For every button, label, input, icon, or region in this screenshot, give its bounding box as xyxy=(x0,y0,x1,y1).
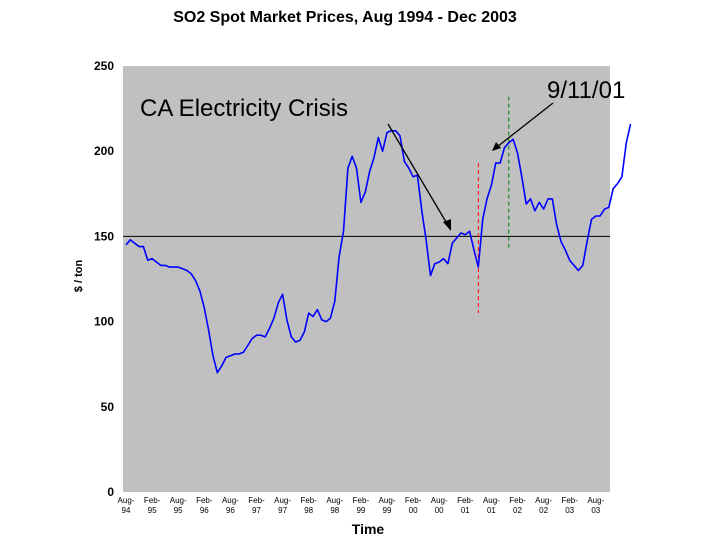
x-tick-label: Aug- xyxy=(587,496,604,505)
x-tick-label: Aug- xyxy=(379,496,396,505)
x-tick-label: 98 xyxy=(330,506,339,515)
plot-area xyxy=(123,66,610,492)
arrowhead-ca-electricity-crisis xyxy=(443,219,451,231)
y-tick-label: 100 xyxy=(94,315,114,329)
x-tick-label: 96 xyxy=(200,506,209,515)
y-tick-label: 0 xyxy=(107,485,114,499)
arrow-ca-electricity-crisis xyxy=(387,123,450,228)
arrowhead-9-11-01 xyxy=(492,142,501,151)
x-tick-label: 03 xyxy=(565,506,574,515)
y-axis-ticks: 0 50 100 150 200 250 xyxy=(94,59,114,499)
x-tick-label: 02 xyxy=(513,506,522,515)
x-tick-label: Aug- xyxy=(274,496,291,505)
x-tick-label: Aug- xyxy=(483,496,500,505)
x-tick-label: 03 xyxy=(591,506,600,515)
y-tick-label: 50 xyxy=(101,400,115,414)
y-tick-label: 150 xyxy=(94,229,114,243)
x-tick-label: Feb- xyxy=(300,496,317,505)
annotation-ca-electricity-crisis: CA Electricity Crisis xyxy=(140,95,348,122)
x-tick-label: Feb- xyxy=(144,496,161,505)
x-tick-label: Aug- xyxy=(170,496,187,505)
x-tick-label: 97 xyxy=(252,506,261,515)
annotation-9-11-01: 9/11/01 xyxy=(547,77,625,104)
y-tick-label: 200 xyxy=(94,144,114,158)
x-tick-label: Aug- xyxy=(222,496,239,505)
x-tick-label: Feb- xyxy=(457,496,474,505)
x-tick-label: Feb- xyxy=(509,496,526,505)
x-tick-label: Aug- xyxy=(118,496,135,505)
x-tick-label: 99 xyxy=(383,506,392,515)
x-tick-label: 94 xyxy=(122,506,131,515)
x-tick-label: 97 xyxy=(278,506,287,515)
x-tick-label: Feb- xyxy=(248,496,265,505)
annotations: CA Electricity Crisis 9/11/01 xyxy=(140,77,625,231)
x-tick-label: 00 xyxy=(435,506,444,515)
event-lines xyxy=(477,96,510,314)
x-tick-label: 01 xyxy=(461,506,470,515)
x-tick-label: Feb- xyxy=(196,496,213,505)
x-tick-label: 95 xyxy=(148,506,157,515)
x-tick-label: 95 xyxy=(174,506,183,515)
arrow-9-11-01 xyxy=(496,102,554,148)
x-tick-label: 02 xyxy=(539,506,548,515)
x-tick-label: Feb- xyxy=(561,496,578,505)
x-tick-label: 01 xyxy=(487,506,496,515)
x-axis-ticks: Aug-94Feb-95Aug-95Feb-96Aug-96Feb-97Aug-… xyxy=(118,496,605,515)
x-tick-label: 99 xyxy=(356,506,365,515)
x-tick-label: 96 xyxy=(226,506,235,515)
x-tick-label: Aug- xyxy=(535,496,552,505)
x-tick-label: Feb- xyxy=(405,496,422,505)
x-tick-label: Feb- xyxy=(353,496,370,505)
x-tick-label: Aug- xyxy=(431,496,448,505)
so2-price-series-line xyxy=(125,123,632,374)
chart-title: SO2 Spot Market Prices, Aug 1994 - Dec 2… xyxy=(173,9,517,26)
x-tick-label: 00 xyxy=(409,506,418,515)
y-axis-label: $ / ton xyxy=(73,260,85,293)
x-axis-label: Time xyxy=(352,521,385,537)
y-tick-label: 250 xyxy=(94,59,114,73)
x-tick-label: 98 xyxy=(304,506,313,515)
x-tick-label: Aug- xyxy=(326,496,343,505)
